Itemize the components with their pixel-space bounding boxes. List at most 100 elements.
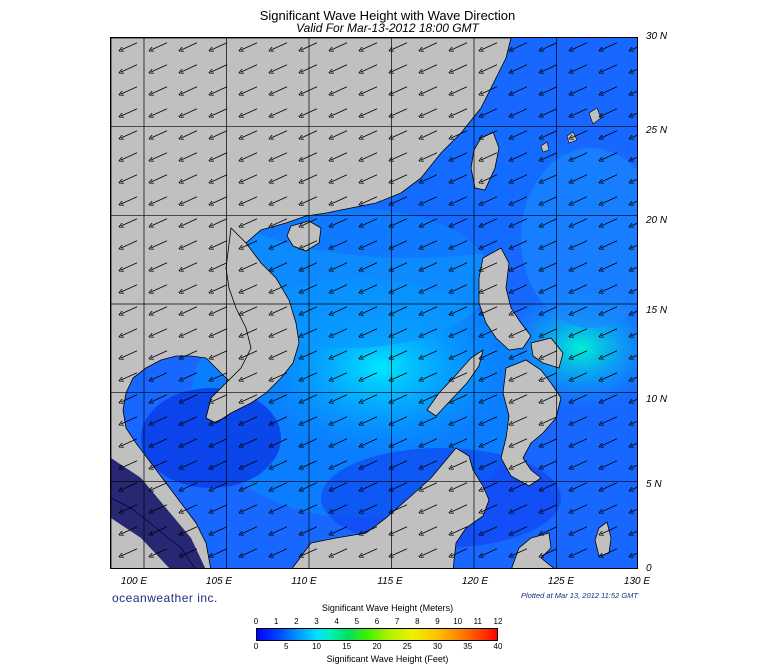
wave-arrow — [541, 526, 558, 534]
wave-arrow — [121, 460, 138, 468]
wave-arrow — [271, 218, 288, 226]
wave-arrow — [181, 394, 198, 402]
wave-arrow — [151, 372, 168, 380]
wave-arrow — [571, 548, 588, 556]
wave-arrow — [601, 262, 618, 270]
wave-arrow — [571, 130, 588, 138]
wave-arrow — [421, 350, 438, 358]
wave-arrow — [541, 504, 558, 512]
wave-arrow — [631, 373, 637, 380]
wave-arrow — [391, 284, 408, 292]
wave-arrow — [481, 240, 498, 248]
wave-arrow — [421, 438, 438, 446]
wave-arrow — [211, 108, 228, 116]
land-sulawesi — [511, 532, 555, 568]
lon-label-120e: 120 E — [461, 576, 489, 587]
wave-arrow — [451, 196, 468, 204]
wave-arrow — [121, 504, 138, 512]
wave-arrow — [421, 504, 438, 512]
wave-arrow — [151, 460, 168, 468]
wave-arrow — [121, 526, 138, 534]
feet-tick: 20 — [372, 642, 382, 651]
wave-arrow — [181, 482, 198, 490]
wave-arrow — [511, 42, 528, 50]
wave-arrow — [631, 197, 637, 204]
wave-arrow — [571, 394, 588, 402]
wave-arrow — [511, 130, 528, 138]
wave-arrow — [361, 64, 378, 72]
wave-arrow — [271, 284, 288, 292]
wave-arrow — [571, 372, 588, 380]
wave-arrow — [211, 460, 228, 468]
wave-arrow — [151, 350, 168, 358]
wave-arrow — [541, 108, 558, 116]
wave-arrow — [361, 394, 378, 402]
meters-tick: 10 — [453, 617, 463, 626]
wave-arrow — [451, 460, 468, 468]
wave-arrow — [151, 284, 168, 292]
wave-height-map — [110, 37, 638, 569]
wave-arrow — [211, 196, 228, 204]
feet-tick: 15 — [342, 642, 352, 651]
wave-arrow — [271, 504, 288, 512]
wave-arrow — [391, 196, 408, 204]
wave-arrow — [211, 306, 228, 314]
wave-arrow — [511, 504, 528, 512]
wave-arrow — [601, 42, 618, 50]
wave-arrow — [271, 548, 288, 556]
wave-arrow — [571, 42, 588, 50]
wave-arrow — [541, 240, 558, 248]
wave-zone-east — [521, 148, 637, 328]
wave-arrow — [421, 328, 438, 336]
wave-arrow — [451, 130, 468, 138]
wave-arrow — [331, 108, 348, 116]
wave-arrow — [331, 482, 348, 490]
wave-arrow — [481, 526, 498, 534]
wave-arrow — [481, 196, 498, 204]
wave-arrow — [151, 438, 168, 446]
wave-arrow — [421, 130, 438, 138]
wave-arrow — [571, 152, 588, 160]
legend-colorbar — [256, 628, 498, 641]
wave-arrow — [241, 548, 258, 556]
plotted-timestamp: Plotted at Mar 13, 2012 11:52 GMT — [521, 591, 639, 600]
wave-arrow — [571, 328, 588, 336]
wave-arrow — [211, 86, 228, 94]
wave-arrow — [511, 86, 528, 94]
wave-arrow — [601, 152, 618, 160]
wave-arrow — [631, 439, 637, 446]
meters-tick: 2 — [294, 617, 299, 626]
wave-arrow — [271, 526, 288, 534]
wave-arrow — [631, 307, 637, 314]
wave-arrow — [211, 152, 228, 160]
wave-arrow — [361, 416, 378, 424]
wave-arrow — [361, 306, 378, 314]
wave-arrow — [421, 152, 438, 160]
feet-tick: 35 — [463, 642, 473, 651]
wave-arrow — [211, 284, 228, 292]
wave-arrow — [271, 350, 288, 358]
wave-arrow — [331, 218, 348, 226]
wave-arrow — [301, 482, 318, 490]
wave-arrow — [301, 460, 318, 468]
wave-arrow — [271, 306, 288, 314]
land-taiwan — [470, 131, 500, 191]
wave-arrow — [631, 263, 637, 270]
wave-arrow — [571, 482, 588, 490]
wave-arrow — [331, 64, 348, 72]
wave-arrow — [481, 394, 498, 402]
wave-arrow — [241, 328, 258, 336]
feet-tick: 10 — [312, 642, 321, 651]
wave-arrow — [571, 218, 588, 226]
wave-arrow — [571, 416, 588, 424]
wave-arrow — [151, 416, 168, 424]
wave-arrow — [571, 108, 588, 116]
wave-arrow — [121, 438, 138, 446]
wave-arrow — [301, 394, 318, 402]
wave-arrow — [481, 284, 498, 292]
land-halmahera — [594, 521, 612, 557]
wave-arrow — [511, 218, 528, 226]
wave-arrow — [151, 86, 168, 94]
wave-arrow — [391, 306, 408, 314]
wave-arrow — [181, 174, 198, 182]
